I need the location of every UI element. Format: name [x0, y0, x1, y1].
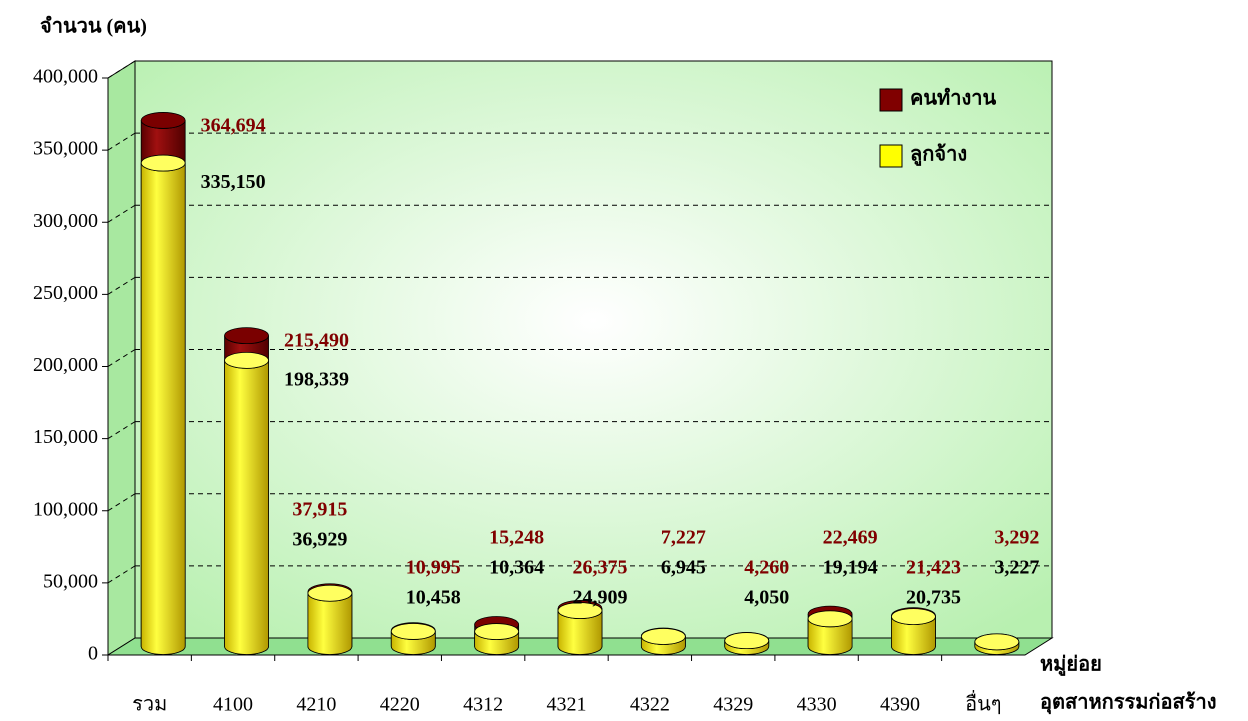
x-tick-label: 4210	[296, 694, 336, 716]
data-label: 10,364	[489, 557, 544, 579]
y-tick-label: 0	[88, 643, 98, 665]
x-axis-title: หมู่ย่อย	[1040, 654, 1102, 678]
x-axis-title: อุตสาหกรรมก่อสร้าง	[1040, 691, 1216, 715]
bar-top	[891, 608, 936, 625]
data-label: 3,292	[994, 527, 1039, 549]
x-tick-label: 4220	[380, 694, 420, 716]
data-label: 4,050	[744, 587, 789, 609]
y-tick-label: 50,000	[43, 570, 98, 592]
bar-top	[640, 628, 686, 645]
bar-top	[724, 632, 770, 650]
data-label: 6,945	[661, 557, 706, 579]
x-tick-label: อื่นๆ	[965, 690, 1001, 716]
data-label: 24,909	[573, 587, 628, 609]
data-label: 37,915	[292, 499, 347, 521]
y-axis-title: จำนวน (คน)	[40, 16, 147, 38]
x-tick-label: 4321	[547, 694, 587, 716]
bar-top	[224, 351, 269, 369]
x-tick-label: 4330	[797, 694, 837, 716]
data-label: 364,694	[201, 115, 266, 137]
x-tick-label: 4329	[713, 694, 753, 716]
data-label: 10,458	[406, 587, 461, 609]
bar-top	[307, 584, 353, 602]
bar-top	[557, 602, 603, 619]
x-tick-label: 4390	[880, 694, 920, 716]
legend-label: คนทำงาน	[910, 88, 996, 110]
data-label: 21,423	[906, 557, 961, 579]
data-label: 7,227	[661, 527, 706, 549]
data-label: 4,260	[744, 557, 789, 579]
data-label: 198,339	[284, 368, 349, 390]
bar	[224, 360, 269, 655]
bar-top	[807, 610, 853, 628]
x-tick-label: 4100	[213, 694, 253, 716]
y-tick-label: 250,000	[33, 282, 98, 304]
data-label: 22,469	[823, 527, 878, 549]
data-label: 3,227	[994, 557, 1039, 579]
data-label: 19,194	[823, 557, 878, 579]
data-label: 36,929	[292, 529, 347, 551]
bar	[307, 593, 353, 655]
bar-top	[974, 633, 1020, 651]
bar-top	[224, 327, 269, 345]
y-tick-label: 300,000	[33, 210, 98, 232]
legend-swatch	[879, 144, 903, 168]
data-label: 26,375	[573, 557, 628, 579]
legend-swatch	[879, 88, 903, 112]
data-label: 10,995	[406, 557, 461, 579]
bar-top	[390, 623, 436, 640]
x-tick-label: 4322	[630, 694, 670, 716]
data-label: 215,490	[284, 330, 349, 352]
y-tick-label: 350,000	[33, 138, 98, 160]
y-tick-label: 150,000	[33, 426, 98, 448]
y-tick-label: 400,000	[33, 66, 98, 88]
y-tick-label: 100,000	[33, 498, 98, 520]
x-tick-label: รวม	[132, 694, 167, 716]
data-label: 20,735	[906, 587, 961, 609]
y-tick-label: 200,000	[33, 354, 98, 376]
bar-top	[474, 623, 520, 640]
side-wall	[107, 60, 136, 656]
bar	[140, 162, 186, 655]
bar-top	[140, 112, 186, 129]
bar-top	[140, 154, 186, 172]
legend-label: ลูกจ้าง	[910, 143, 967, 168]
x-tick-label: 4312	[463, 694, 503, 716]
data-label: 15,248	[489, 527, 544, 549]
data-label: 335,150	[201, 171, 266, 193]
